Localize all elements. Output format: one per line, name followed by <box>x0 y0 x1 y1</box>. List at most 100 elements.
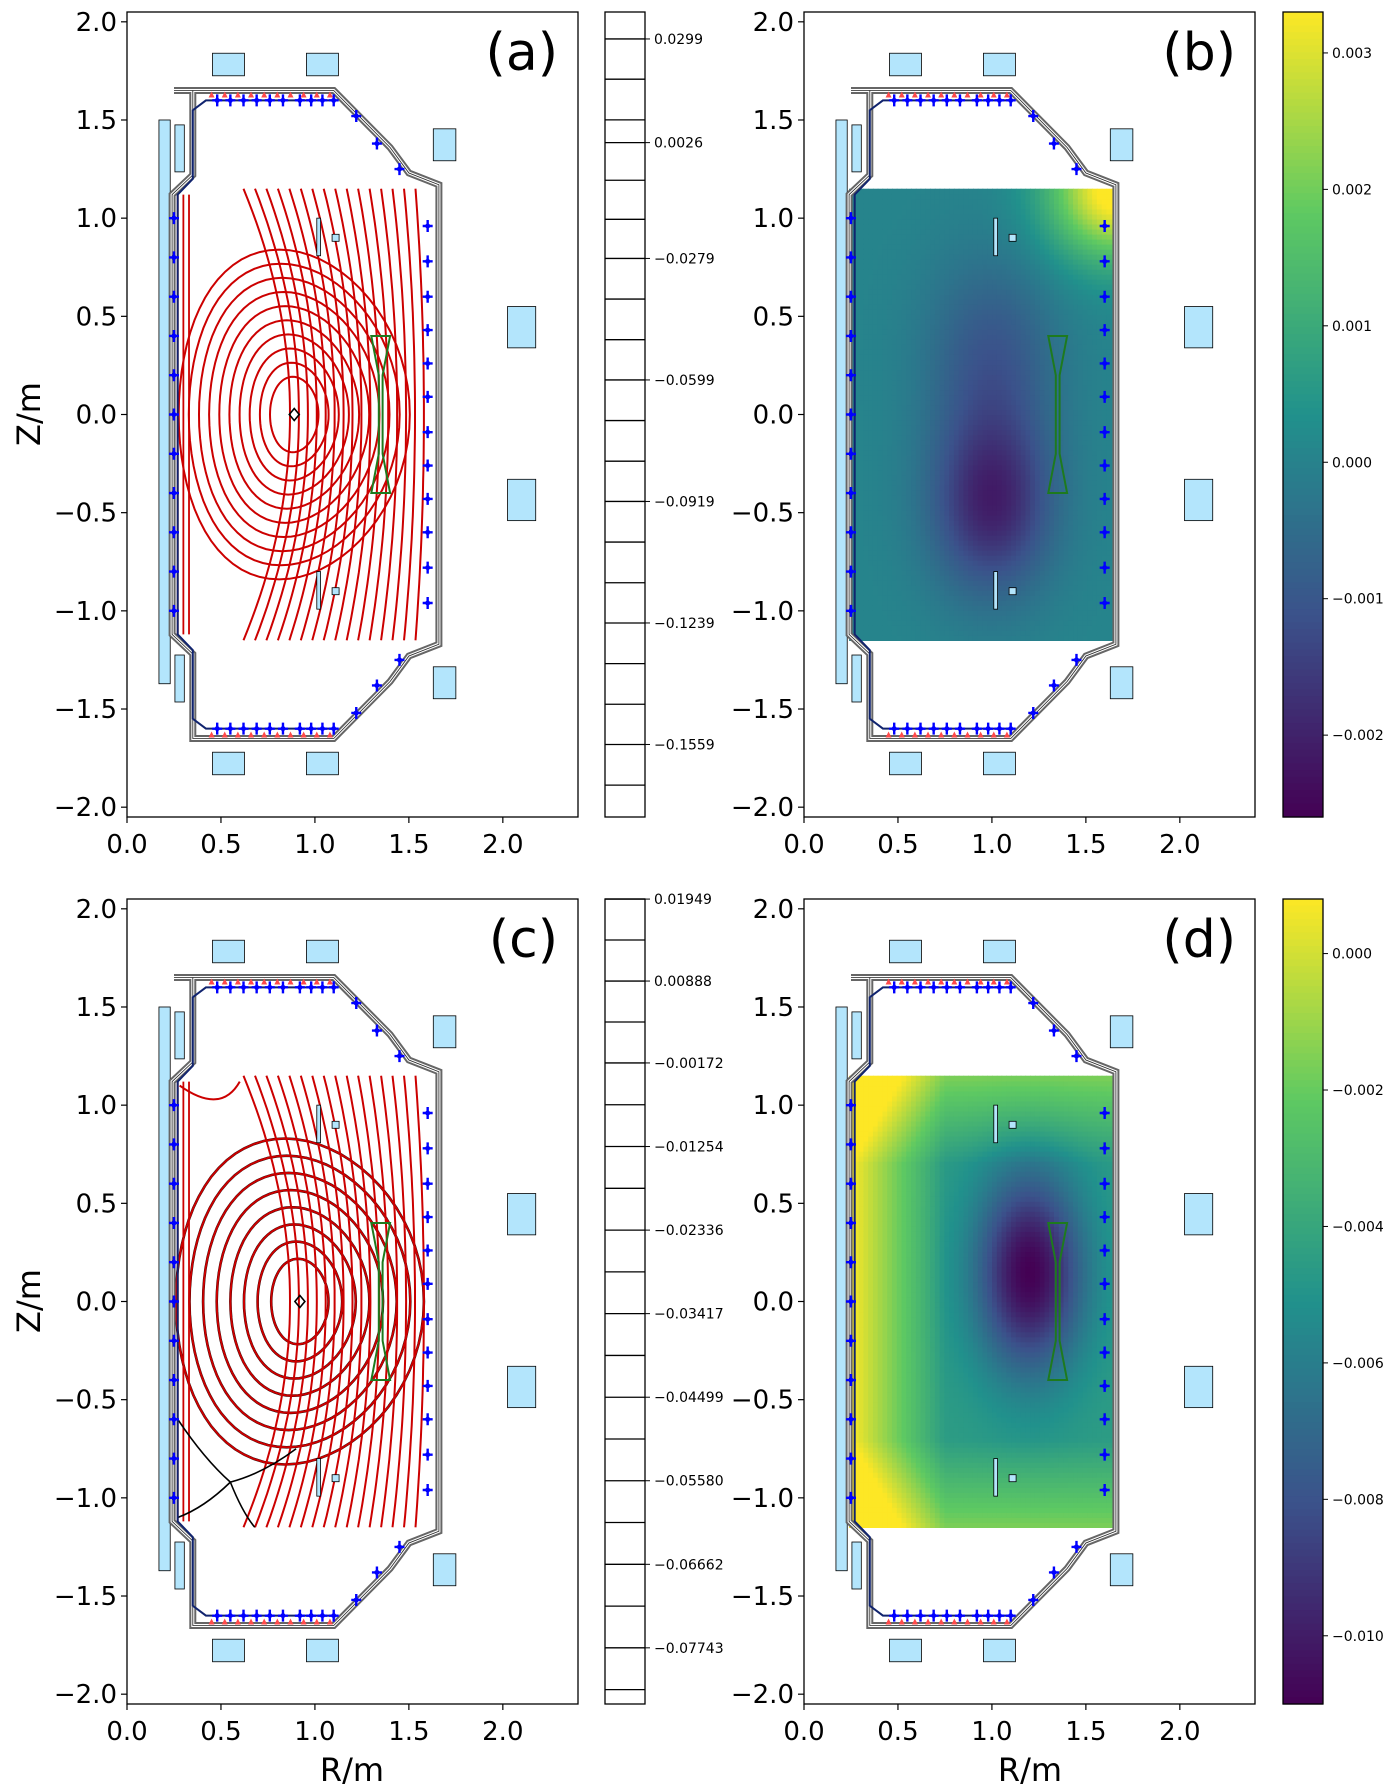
heatmap-cell <box>939 469 946 476</box>
heatmap-cell <box>958 208 965 215</box>
heatmap-cell <box>939 439 946 446</box>
heatmap-cell <box>958 499 965 506</box>
heatmap-cell <box>1096 304 1103 310</box>
heatmap-cell <box>1092 459 1098 466</box>
heatmap-cell <box>868 565 874 571</box>
heatmap-cell <box>930 524 936 531</box>
heatmap-cell <box>1025 414 1031 421</box>
heatmap-cell <box>1063 349 1069 355</box>
heatmap-cell <box>863 299 869 305</box>
heatmap-cell <box>872 238 879 245</box>
heatmap-cell <box>896 449 903 456</box>
heatmap-cell <box>982 399 988 406</box>
heatmap-cell <box>896 570 903 576</box>
heatmap-cell <box>891 499 898 506</box>
heatmap-cell <box>1044 364 1050 371</box>
heatmap-cell <box>863 439 869 446</box>
heatmap-cell <box>920 434 927 441</box>
heatmap-cell <box>896 404 903 411</box>
heatmap-cell <box>1068 233 1074 240</box>
heatmap-cell <box>915 494 922 501</box>
heatmap-cell <box>934 519 941 526</box>
heatmap-cell <box>891 374 898 381</box>
heatmap-cell <box>1039 354 1046 361</box>
heatmap-cell <box>1049 304 1055 310</box>
heatmap-cell <box>920 238 927 245</box>
heatmap-cell <box>958 585 965 591</box>
heatmap-cell <box>949 509 955 516</box>
heatmap-cell <box>1006 279 1012 285</box>
heatmap-cell <box>1001 454 1008 461</box>
heatmap-cell <box>1087 474 1093 481</box>
heatmap-cell <box>939 349 946 355</box>
heatmap-cell <box>1092 585 1098 591</box>
heatmap-cell <box>977 263 984 270</box>
heatmap-cell <box>1082 314 1089 320</box>
heatmap-cell <box>920 334 927 340</box>
heatmap-cell <box>977 580 984 586</box>
heatmap-cell <box>872 379 879 386</box>
heatmap-cell <box>1092 620 1098 626</box>
heatmap-cell <box>1077 314 1084 320</box>
heatmap-cell <box>863 208 869 215</box>
heatmap-cell <box>925 223 931 230</box>
heatmap-cell <box>877 544 884 551</box>
heatmap-cell <box>1082 509 1089 516</box>
heatmap-cell <box>911 243 917 250</box>
heatmap-cell <box>1087 504 1093 511</box>
heatmap-cell <box>1077 324 1084 330</box>
heatmap-cell <box>1068 544 1074 551</box>
heatmap-cell <box>882 565 888 571</box>
heatmap-cell <box>858 213 865 220</box>
heatmap-cell <box>958 268 965 275</box>
heatmap-cell <box>1001 524 1008 531</box>
heatmap-cell <box>1034 615 1041 621</box>
heatmap-cell <box>930 534 936 541</box>
heatmap-cell <box>863 474 869 481</box>
heatmap-cell <box>872 625 879 631</box>
heatmap-cell <box>987 439 993 446</box>
heatmap-cell <box>1077 228 1084 235</box>
heatmap-cell <box>987 208 993 215</box>
heatmap-cell <box>901 524 907 531</box>
heatmap-cell <box>1006 294 1012 300</box>
heatmap-cell <box>853 570 860 576</box>
heatmap-cell <box>853 248 860 255</box>
heatmap-cell <box>1039 615 1046 621</box>
heatmap-cell <box>1020 228 1027 235</box>
heatmap-cell <box>1025 449 1031 456</box>
heatmap-cell <box>1006 329 1012 335</box>
heatmap-cell <box>1039 223 1046 230</box>
heatmap-cell <box>1092 469 1098 476</box>
heatmap-cell <box>968 319 974 325</box>
heatmap-cell <box>930 324 936 330</box>
heatmap-cell <box>963 253 969 260</box>
heatmap-cell <box>891 404 898 411</box>
heatmap-cell <box>906 329 912 335</box>
heatmap-cell <box>853 419 860 426</box>
heatmap-cell <box>1092 434 1098 441</box>
heatmap-cell <box>1025 434 1031 441</box>
heatmap-cell <box>901 509 907 516</box>
heatmap-cell <box>1096 294 1103 300</box>
heatmap-cell <box>1087 544 1093 551</box>
heatmap-cell <box>1082 193 1089 200</box>
heatmap-cell <box>1030 600 1036 606</box>
heatmap-cell <box>1087 198 1093 205</box>
heatmap-cell <box>887 444 893 451</box>
heatmap-cell <box>958 600 965 606</box>
heatmap-cell <box>1030 339 1036 345</box>
heatmap-cell <box>1073 424 1079 431</box>
heatmap-cell <box>868 464 874 471</box>
heatmap-cell <box>1025 339 1031 345</box>
heatmap-cell <box>858 319 865 325</box>
heatmap-cell <box>882 324 888 330</box>
heatmap-cell <box>977 208 984 215</box>
heatmap-cell <box>911 248 917 255</box>
heatmap-cell <box>963 188 969 195</box>
heatmap-cell <box>882 509 888 516</box>
heatmap-cell <box>958 489 965 496</box>
pf-coil <box>212 52 245 77</box>
heatmap-cell <box>982 570 988 576</box>
heatmap-cell <box>1058 575 1065 581</box>
